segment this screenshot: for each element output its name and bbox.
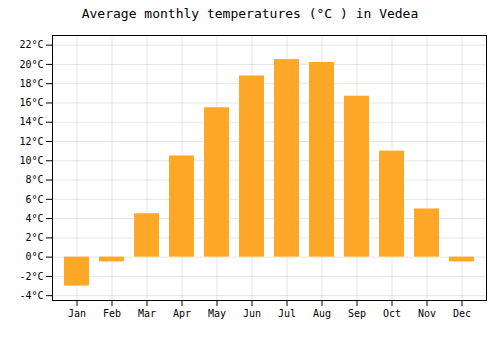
svg-text:6°C: 6°C [25, 194, 43, 205]
svg-text:May: May [208, 308, 226, 319]
svg-text:Nov: Nov [418, 308, 436, 319]
svg-text:8°C: 8°C [25, 174, 43, 185]
svg-text:12°C: 12°C [19, 136, 43, 147]
svg-text:2°C: 2°C [25, 232, 43, 243]
svg-text:Jul: Jul [278, 308, 296, 319]
svg-text:Jun: Jun [243, 308, 261, 319]
svg-text:14°C: 14°C [19, 116, 43, 127]
svg-text:Oct: Oct [383, 308, 401, 319]
svg-text:22°C: 22°C [19, 39, 43, 50]
svg-text:Jan: Jan [68, 308, 86, 319]
svg-text:20°C: 20°C [19, 59, 43, 70]
svg-text:-2°C: -2°C [19, 271, 43, 282]
svg-text:Feb: Feb [103, 308, 121, 319]
svg-text:18°C: 18°C [19, 78, 43, 89]
svg-text:-4°C: -4°C [19, 290, 43, 301]
svg-text:Apr: Apr [173, 308, 191, 319]
svg-text:0°C: 0°C [25, 251, 43, 262]
svg-text:16°C: 16°C [19, 97, 43, 108]
svg-text:Aug: Aug [313, 308, 331, 319]
svg-text:Mar: Mar [138, 308, 156, 319]
svg-text:4°C: 4°C [25, 213, 43, 224]
html-text:Average monthly temperatures (: Average monthly temperatures (°C ) in Ve… [81, 6, 419, 21]
svg-text:10°C: 10°C [19, 155, 43, 166]
svg-text:Sep: Sep [348, 308, 366, 319]
svg-text:Dec: Dec [453, 308, 471, 319]
